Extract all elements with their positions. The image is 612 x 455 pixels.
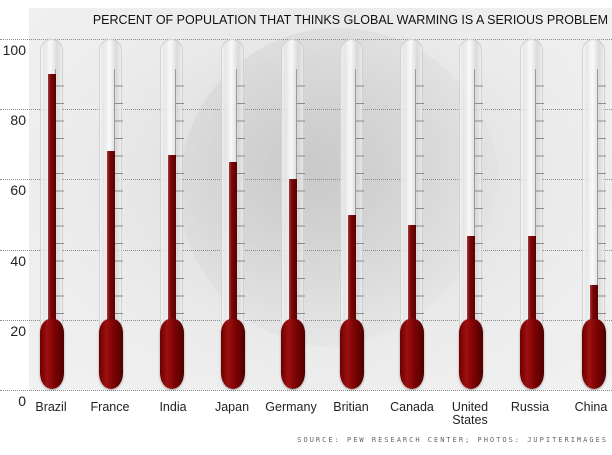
thermometer-bar-china: [582, 39, 606, 391]
x-label-japan: Japan: [214, 400, 250, 414]
x-label-canada: Canada: [390, 400, 434, 414]
x-label-china: China: [574, 400, 608, 414]
tube-ticks: [296, 69, 305, 329]
mercury-column: [590, 284, 598, 331]
y-tick-0: 0: [18, 393, 26, 409]
tube-ticks: [474, 69, 483, 329]
gridline-0: [0, 390, 612, 391]
mercury-bulb: [281, 319, 305, 389]
gridline-20: [0, 319, 612, 321]
mercury-column: [467, 235, 475, 331]
y-tick-20: 20: [10, 322, 26, 339]
mercury-bulb: [459, 319, 483, 389]
mercury-column: [528, 235, 536, 331]
tube-ticks: [236, 69, 245, 329]
gridline-80: [0, 109, 612, 111]
y-tick-100: 100: [2, 42, 26, 58]
tube-ticks: [535, 69, 544, 329]
mercury-bulb: [40, 319, 64, 389]
tube-ticks: [415, 69, 424, 329]
mercury-column: [168, 154, 176, 331]
x-label-germany: Germany: [265, 400, 317, 414]
mercury-column: [229, 161, 237, 331]
gridline-40: [0, 249, 612, 251]
thermometer-bar-germany: [281, 39, 305, 391]
mercury-bulb: [400, 319, 424, 389]
source-note: SOURCE: PEW RESEARCH CENTER; PHOTOS: JUP…: [297, 436, 608, 444]
x-label-united-states: United States: [435, 401, 505, 427]
tube-ticks: [175, 69, 184, 329]
thermometer-bar-united-states: [459, 39, 483, 391]
x-label-brazil: Brazil: [35, 400, 67, 414]
thermometer-bar-france: [99, 39, 123, 391]
x-label-france: France: [90, 400, 130, 414]
tube-ticks: [114, 69, 123, 329]
mercury-bulb: [99, 319, 123, 389]
mercury-bulb: [582, 319, 606, 389]
mercury-bulb: [221, 319, 245, 389]
mercury-bulb: [160, 319, 184, 389]
tube-ticks: [55, 69, 64, 329]
thermometer-bar-india: [160, 39, 184, 391]
x-label-united: United: [451, 400, 489, 414]
x-label-india: India: [159, 400, 187, 414]
y-tick-60: 60: [10, 182, 26, 199]
thermometer-bar-japan: [221, 39, 245, 391]
thermometer-bar-brazil: [40, 39, 64, 391]
chart-title: PERCENT OF POPULATION THAT THINKS GLOBAL…: [92, 13, 608, 27]
mercury-bulb: [340, 319, 364, 389]
thermometer-bar-canada: [400, 39, 424, 391]
x-label-states: States: [452, 413, 488, 427]
y-tick-40: 40: [10, 252, 26, 269]
mercury-bulb: [520, 319, 544, 389]
mercury-column: [348, 214, 356, 331]
x-label-britian: Britian: [333, 400, 369, 414]
y-tick-80: 80: [10, 112, 26, 129]
x-label-russia: Russia: [510, 400, 550, 414]
gridline-60: [0, 179, 612, 181]
mercury-column: [107, 151, 115, 331]
mercury-column: [289, 179, 297, 331]
gridline-100: [0, 39, 612, 40]
tube-ticks: [597, 69, 606, 329]
thermometer-bar-britian: [340, 39, 364, 391]
tube-ticks: [355, 69, 364, 329]
thermometer-bar-russia: [520, 39, 544, 391]
mercury-column: [408, 225, 416, 331]
mercury-column: [48, 74, 56, 331]
